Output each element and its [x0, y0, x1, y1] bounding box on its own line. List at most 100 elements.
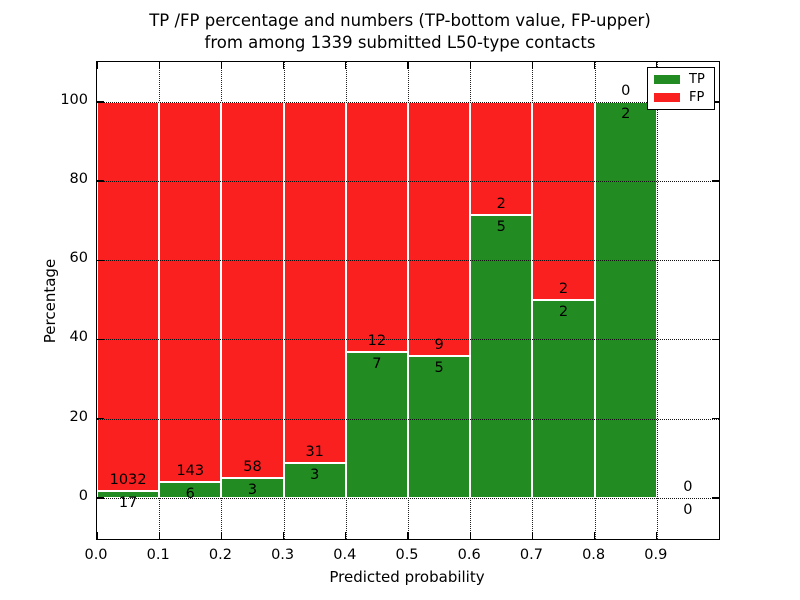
- y-tick: [97, 180, 104, 182]
- x-tick-top: [407, 62, 409, 69]
- fp-count-label: 0: [621, 82, 631, 99]
- y-tick-label: 80: [69, 171, 88, 188]
- tp-count-label: 6: [185, 485, 195, 502]
- x-tick-top: [531, 62, 534, 69]
- vertical-gridline: [656, 62, 658, 539]
- bar-segment-tp: [345, 352, 408, 498]
- x-tick-label: 0.5: [395, 547, 419, 563]
- tp-count-label: 0: [683, 501, 693, 518]
- y-tick-right: [712, 338, 719, 341]
- bar-segment-fp: [97, 101, 160, 492]
- x-tick-label: 0.8: [582, 547, 606, 563]
- fp-count-label: 31: [305, 443, 324, 460]
- tp-count-label: 2: [558, 303, 569, 320]
- chart-title: TP /FP percentage and numbers (TP-bottom…: [0, 10, 800, 54]
- bar-segment-tp: [283, 462, 346, 498]
- fp-count-label: 1032: [109, 472, 147, 489]
- legend-entry-label: FP: [689, 90, 705, 105]
- x-tick: [96, 532, 98, 539]
- tp-legend-swatch: [654, 75, 680, 84]
- x-tick: [220, 532, 223, 539]
- x-tick-label: 0.6: [457, 547, 481, 563]
- y-tick-label: 0: [78, 487, 88, 504]
- x-tick: [469, 532, 471, 539]
- x-tick-label: 0.7: [519, 547, 543, 563]
- x-tick-top: [282, 62, 285, 69]
- x-tick-top: [656, 62, 658, 69]
- fp-count-label: 2: [558, 280, 569, 297]
- tp-count-label: 5: [434, 360, 444, 377]
- y-tick-label: 100: [60, 91, 88, 108]
- y-tick-right: [712, 497, 719, 499]
- horizontal-gridline: [97, 497, 719, 499]
- tp-count-label: 3: [247, 482, 258, 499]
- tp-count-label: 3: [310, 466, 320, 483]
- legend-entry: FP: [654, 91, 707, 104]
- bar-segment-tp: [532, 299, 595, 498]
- fp-legend-swatch: [654, 93, 680, 102]
- x-tick-label: 0.9: [644, 547, 668, 563]
- x-axis-label: Predicted probability: [329, 568, 485, 586]
- bar-segment-tp: [408, 356, 471, 498]
- fp-count-label: 58: [243, 459, 262, 476]
- y-tick: [97, 417, 104, 420]
- y-tick-label: 40: [69, 329, 88, 346]
- y-axis-label: Percentage: [41, 258, 59, 344]
- y-tick: [97, 497, 104, 499]
- x-tick-label: 0.2: [208, 547, 232, 563]
- bar-segment-tp: [221, 478, 284, 498]
- x-tick-label: 0.0: [84, 547, 108, 563]
- x-tick: [345, 532, 347, 539]
- y-tick-right: [712, 417, 719, 420]
- y-tick-right: [712, 101, 719, 103]
- tp-count-label: 17: [118, 495, 138, 512]
- x-tick-label: 0.4: [333, 547, 357, 563]
- x-tick-top: [593, 62, 596, 69]
- y-tick: [97, 101, 104, 103]
- x-tick: [531, 532, 534, 539]
- bar-segment-tp: [97, 491, 160, 498]
- horizontal-gridline: [97, 339, 719, 341]
- bar-segment-tp: [159, 481, 222, 498]
- y-tick-label: 60: [69, 250, 88, 267]
- x-tick-top: [469, 62, 471, 69]
- tp-count-label: 2: [621, 105, 631, 122]
- fp-count-label: 9: [434, 337, 444, 354]
- y-tick-label: 20: [69, 408, 88, 425]
- bar-segment-tp: [594, 101, 657, 498]
- fp-count-label: 143: [176, 462, 205, 479]
- legend-entry: TP: [654, 73, 707, 86]
- tp-count-label: 5: [496, 219, 506, 236]
- bar-segment-fp: [159, 101, 222, 482]
- horizontal-gridline: [97, 418, 719, 420]
- y-tick-right: [712, 180, 719, 182]
- chart-title-line1: TP /FP percentage and numbers (TP-bottom…: [149, 11, 651, 30]
- fp-count-label: 12: [367, 333, 387, 350]
- bar-segment-tp: [470, 215, 533, 498]
- y-tick: [97, 259, 104, 261]
- legend: TP FP: [647, 67, 715, 110]
- bar-segment-fp: [470, 101, 533, 216]
- horizontal-gridline: [97, 101, 719, 103]
- x-tick: [407, 532, 409, 539]
- horizontal-gridline: [97, 260, 719, 262]
- legend-entry-label: TP: [689, 72, 705, 87]
- bar-segment-fp: [345, 101, 408, 352]
- x-tick: [158, 532, 160, 539]
- fp-count-label: 2: [496, 196, 506, 213]
- bar-segment-fp: [532, 101, 595, 300]
- x-tick-label: 0.1: [146, 547, 170, 563]
- chart-title-line2: from among 1339 submitted L50-type conta…: [204, 32, 596, 52]
- fp-count-label: 0: [683, 478, 693, 495]
- y-tick: [97, 338, 104, 341]
- bar-segment-fp: [283, 101, 346, 463]
- bar-segment-fp: [408, 101, 471, 357]
- x-tick: [282, 532, 285, 539]
- horizontal-gridline: [97, 181, 719, 183]
- x-tick: [593, 532, 596, 539]
- y-tick-right: [712, 259, 719, 261]
- bar-segment-fp: [221, 101, 284, 479]
- x-tick-top: [345, 62, 347, 69]
- x-tick-top: [158, 62, 160, 69]
